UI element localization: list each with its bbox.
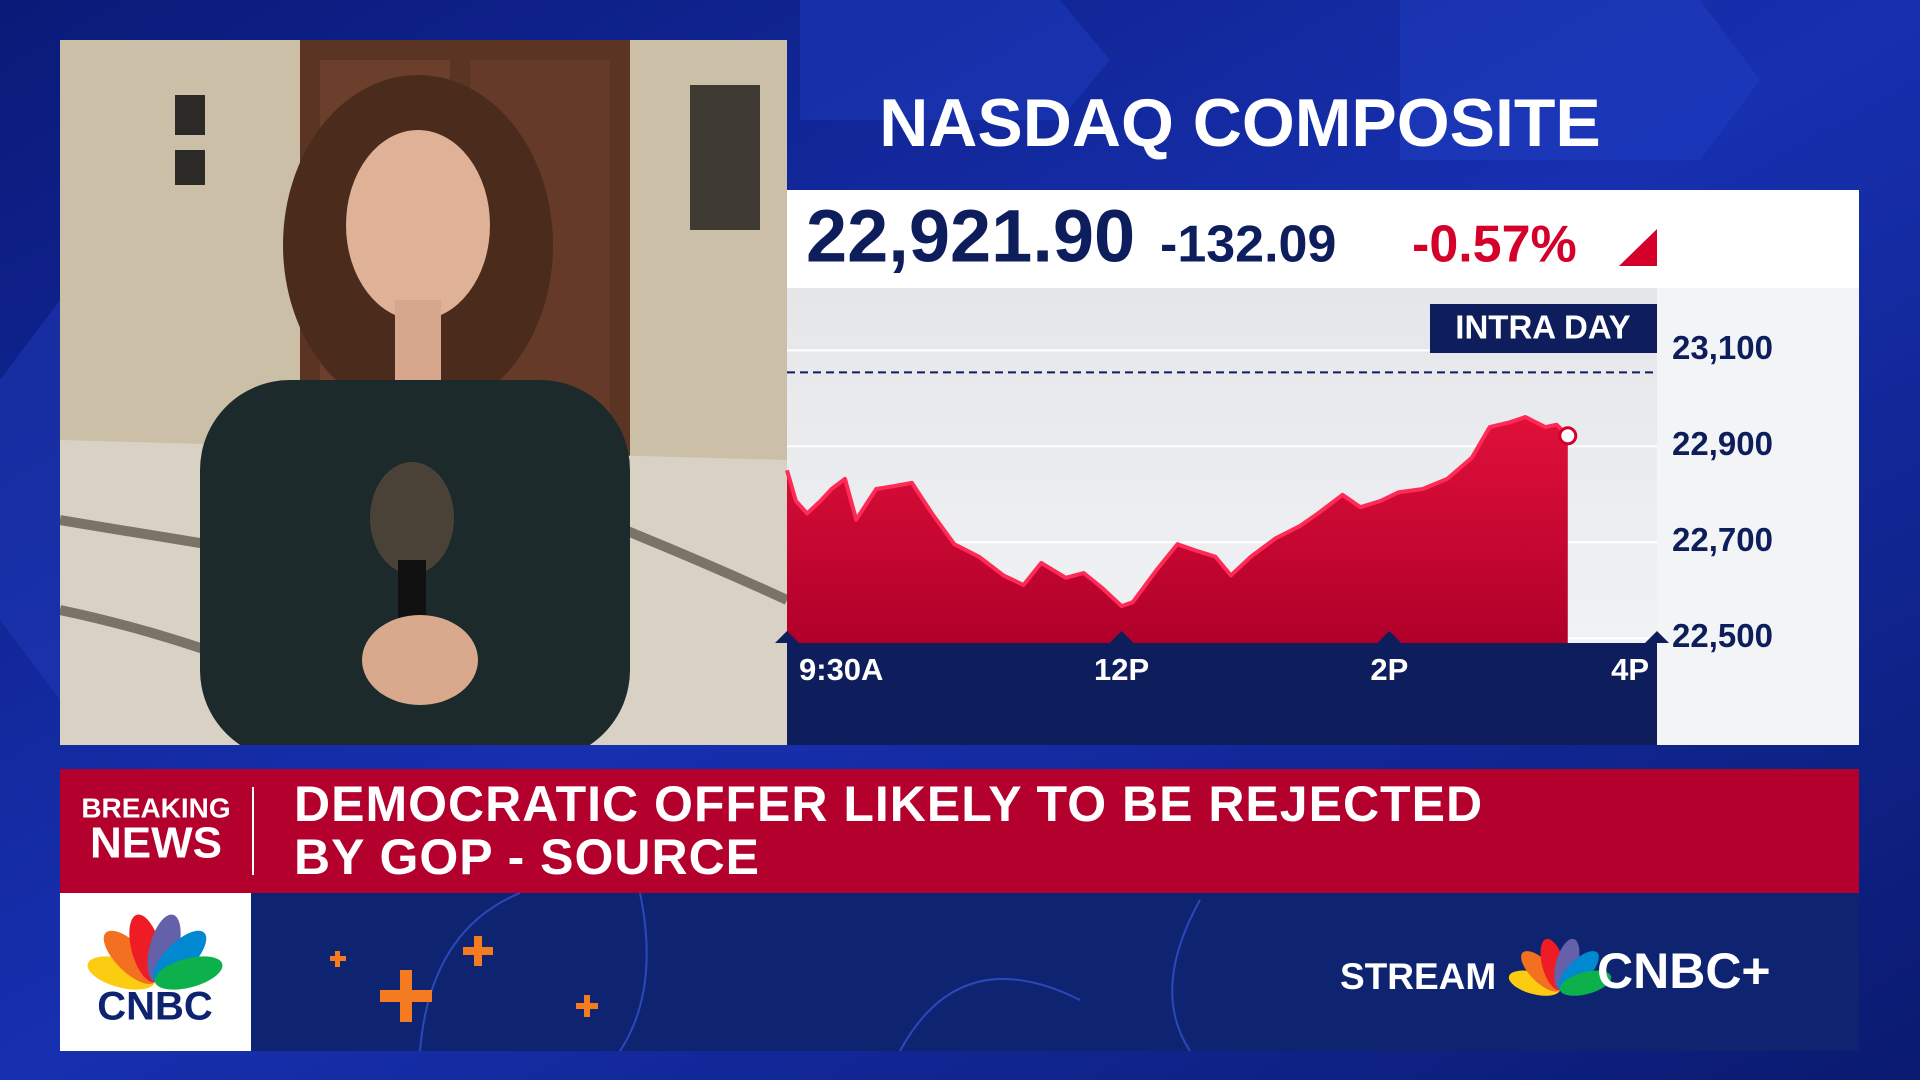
quote-change: -132.09 [1160,216,1336,274]
x-tick-label: 9:30A [799,652,883,687]
stream-label: STREAM [1340,956,1496,997]
headline: DEMOCRATIC OFFER LIKELY TO BE REJECTED [294,776,1483,832]
plus-signs [330,936,598,1022]
y-tick-label: 23,100 [1672,329,1773,366]
feather [1559,970,1612,996]
breaking-label: NEWS [90,819,222,868]
feather [154,956,223,990]
down-arrow [1619,229,1657,266]
y-tick-label: 22,900 [1672,425,1773,462]
y-tick-label: 22,700 [1672,521,1773,558]
x-tick-mark [1377,631,1402,643]
bg-shape [0,300,60,700]
breaking-label: BREAKING [81,792,230,823]
x-tick-mark [1109,631,1134,643]
quote-band [787,190,1859,288]
peacock-logo [87,914,223,990]
chart: 22,500 22,700 22,900 23,100 9:30A 12P 2P 4P [775,329,1773,687]
footer-deco [419,892,1201,1052]
price-line [785,415,1570,609]
video-feed [60,40,787,745]
bg-shape [1400,0,1760,160]
x-axis-band [787,643,1657,745]
period-box [1430,304,1657,353]
x-tick-mark [1645,631,1669,643]
y-tick-label: 22,500 [1672,617,1773,654]
bg-shape [800,0,1110,120]
axis-panel [1657,288,1859,745]
stream-brand: CNBC+ [1597,943,1771,999]
x-tick-label: 12P [1094,652,1149,687]
quote-percent: -0.57% [1412,216,1577,274]
quote-price: 22,921.90 [806,195,1135,278]
period-label: INTRA DAY [1455,309,1630,346]
chart-title: NASDAQ COMPOSITE [879,85,1601,161]
breaking-bar [60,769,1859,893]
area-fill [787,417,1568,643]
peacock-logo [1508,938,1612,996]
x-tick-label: 4P [1611,652,1649,687]
x-tick-label: 2P [1370,652,1408,687]
x-tick-mark [775,631,799,643]
network-logo: CNBC [97,985,213,1029]
last-point [1558,426,1578,446]
headline: BY GOP - SOURCE [294,829,760,885]
